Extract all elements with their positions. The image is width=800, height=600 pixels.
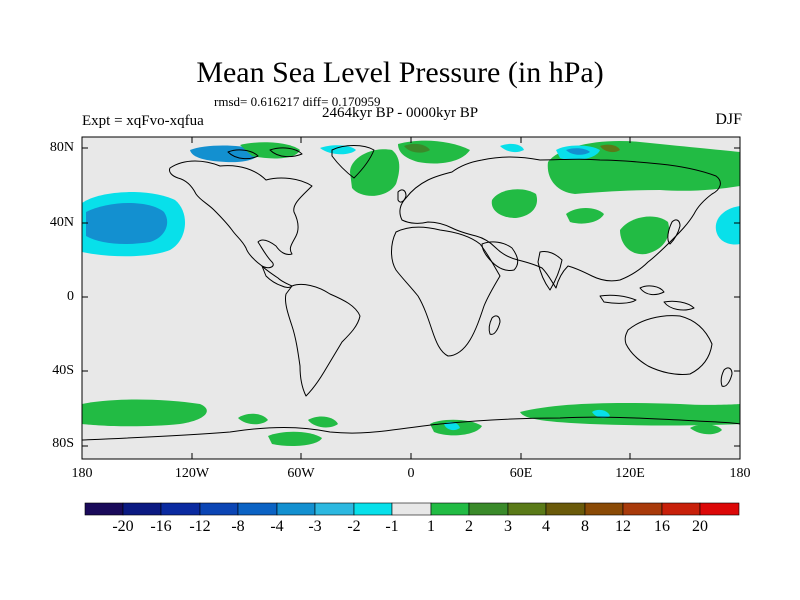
colorbar-label: -4 <box>270 518 284 535</box>
colorbar-box <box>122 502 162 516</box>
lat-label: 40N <box>49 215 74 230</box>
colorbar-label: -16 <box>150 518 172 535</box>
colorbar-label: 12 <box>615 518 631 535</box>
colorbar-label: -2 <box>347 518 361 535</box>
colorbar-box <box>391 502 432 516</box>
lon-label: 180 <box>729 466 751 481</box>
ross-positive <box>690 424 722 435</box>
coastline-arabia <box>481 241 519 271</box>
lat-label: 80S <box>52 436 74 451</box>
axis-ticks <box>81 137 741 459</box>
coastline-australia <box>624 315 713 375</box>
colorbar-label: 8 <box>581 518 589 535</box>
colorbar-box <box>661 502 701 516</box>
siberia-brown-core <box>600 144 620 153</box>
coastline-madagascar <box>488 315 501 335</box>
central-asia-positive <box>491 189 538 218</box>
rmsd-diff-stats: rmsd= 0.616217 diff= 0.170959 <box>214 94 381 109</box>
antarctic-positive <box>268 431 322 446</box>
east-asia-positive <box>620 216 670 255</box>
southern-ocean-positive-west <box>82 399 207 427</box>
anomaly-fields <box>82 140 740 446</box>
colorbar-label: -3 <box>308 518 322 535</box>
time-period-label: 2464kyr BP - 0000kyr BP <box>321 105 479 121</box>
colorbar-label: -12 <box>189 518 211 535</box>
coastline-indonesia <box>599 285 695 311</box>
lon-label: 120W <box>174 466 210 481</box>
colorbar-box <box>622 502 663 516</box>
indian-ocean-negative <box>592 409 610 419</box>
coastline-eurasia <box>399 156 721 289</box>
colorbar-box <box>430 502 470 516</box>
coastline-north-america <box>169 160 313 269</box>
colorbar-label: 4 <box>542 518 550 535</box>
colorbar-label: 2 <box>465 518 473 535</box>
lon-label: 60E <box>509 466 533 481</box>
coastline-new-zealand <box>720 367 733 387</box>
colorbar-box <box>199 502 239 516</box>
coastline-antarctica <box>82 416 740 441</box>
colorbar-label: -1 <box>385 518 399 535</box>
coastline-india <box>537 251 563 291</box>
weddell-negative <box>444 421 460 431</box>
coastline-arctic-islands <box>227 147 303 160</box>
coastline-british-isles <box>397 189 407 203</box>
colorbar <box>84 502 740 516</box>
coastline-africa <box>391 226 501 357</box>
lon-label: 60W <box>287 466 315 481</box>
siberia-negative-core <box>566 148 590 155</box>
coastline-japan <box>667 219 681 245</box>
coastline-greenland <box>331 145 375 179</box>
north-atlantic-positive <box>350 149 400 196</box>
lon-label: 120E <box>615 466 645 481</box>
colorbar-label: 3 <box>504 518 512 535</box>
colorbar-box <box>699 502 740 516</box>
experiment-label: Expt = xqFvo-xqfua <box>82 113 204 129</box>
north-pacific-negative-inner <box>86 203 168 244</box>
tibet-positive <box>566 208 604 224</box>
colorbar-box <box>468 502 509 516</box>
southern-ocean-positive-small-2 <box>308 416 338 428</box>
colorbar-label: 16 <box>654 518 670 535</box>
far-east-pacific-negative <box>715 206 740 245</box>
coastlines <box>82 145 740 441</box>
arctic-small-negative <box>320 145 356 155</box>
colorbar-box <box>276 502 316 516</box>
lat-label: 40S <box>52 363 74 378</box>
colorbar-box <box>160 502 201 516</box>
lat-label: 80N <box>49 140 74 155</box>
season-label: DJF <box>715 111 742 128</box>
colorbar-box <box>584 502 624 516</box>
colorbar-label: 1 <box>427 518 435 535</box>
lon-label: 0 <box>407 466 415 481</box>
lon-label: 180 <box>71 466 93 481</box>
colorbar-box <box>545 502 586 516</box>
colorbar-label: -8 <box>231 518 245 535</box>
southern-ocean-positive-small-1 <box>238 413 268 425</box>
lat-label: 0 <box>67 289 74 304</box>
scandinavia-positive-core <box>404 143 430 153</box>
colorbar-box <box>507 502 547 516</box>
coastline-south-america <box>285 283 361 397</box>
colorbar-box <box>84 502 124 516</box>
map-title: Mean Sea Level Pressure (in hPa) <box>196 56 604 89</box>
colorbar-box <box>237 502 278 516</box>
colorbar-box <box>353 502 393 516</box>
colorbar-box <box>314 502 355 516</box>
colorbar-label: -20 <box>112 518 134 535</box>
colorbar-label: 20 <box>692 518 708 535</box>
barents-negative <box>500 143 524 153</box>
